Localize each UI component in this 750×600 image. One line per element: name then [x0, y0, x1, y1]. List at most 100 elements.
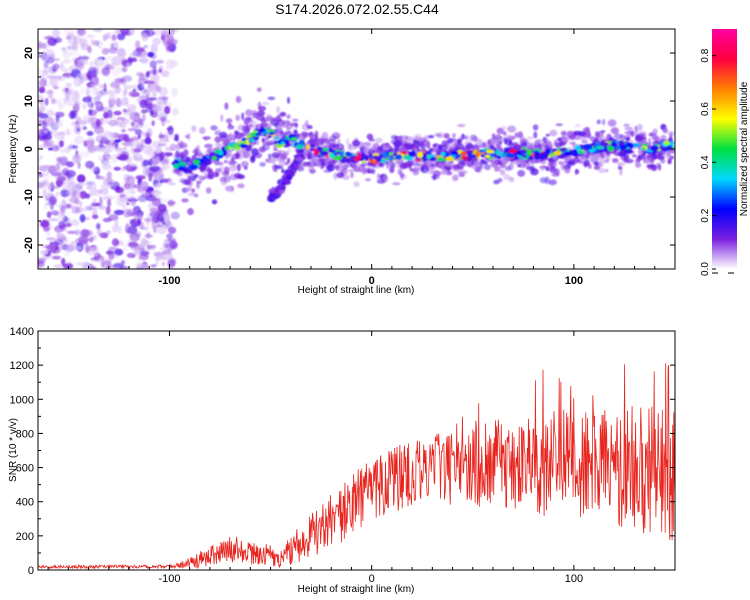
spectrogram-halo-blob — [389, 166, 395, 174]
spectrogram-halo-blob — [617, 166, 623, 170]
spectrogram-noise-blob — [137, 195, 148, 202]
spectrogram-halo-blob — [624, 126, 633, 131]
colorbar-tick-label: 0.0 — [700, 262, 711, 276]
spectrogram-xlabel: Height of straight line (km) — [298, 285, 415, 296]
spectrogram-halo-blob — [502, 160, 509, 165]
spectrogram-halo-blob — [574, 124, 581, 128]
spectrogram-halo-blob — [211, 199, 218, 205]
spectrogram-halo-blob — [569, 134, 576, 140]
spectrogram-noise-blob — [61, 182, 69, 191]
spectrogram-noise-blob — [86, 95, 91, 104]
spectrogram-halo-blob — [320, 161, 326, 167]
spectrogram-noise-blob — [69, 110, 75, 120]
spectrogram-noise-blob — [168, 177, 172, 182]
spectrogram-ridge-blob — [316, 146, 323, 151]
spectrogram-ridge-blob — [309, 144, 316, 148]
spectrogram-noise-blob — [40, 51, 48, 61]
spectrogram-halo-blob — [265, 114, 273, 122]
spectrogram-noise-blob — [48, 196, 55, 206]
spectrogram-noise-blob — [147, 84, 152, 88]
spectrogram-ridge-blob — [425, 151, 431, 155]
spectrogram-noise-blob — [42, 68, 49, 76]
spectrogram-ridge-blob — [388, 152, 394, 156]
spectrogram-halo-blob — [278, 126, 283, 130]
spectrogram-noise-blob — [100, 157, 106, 163]
spectrogram-halo-blob — [452, 174, 459, 182]
spectrogram-halo-blob — [352, 140, 361, 147]
spectrogram-ridge-blob — [572, 149, 578, 154]
spectrogram-noise-blob — [40, 250, 49, 255]
colorbar-tick-label: 0.6 — [700, 102, 711, 116]
spectrogram-noise-blob — [152, 37, 161, 46]
spectrogram-halo-blob — [238, 154, 243, 160]
spectrogram-noise-blob — [111, 238, 119, 247]
spectrogram-noise-blob — [160, 151, 170, 161]
spectrogram-halo-blob — [220, 178, 228, 186]
spectrogram-halo-blob — [278, 159, 286, 167]
spectrogram-halo-blob — [427, 135, 435, 139]
spectrogram-ridge-blob — [460, 156, 468, 160]
spectrogram-ridge-blob — [600, 142, 609, 147]
spectrogram-halo-blob — [399, 172, 405, 178]
spectrogram-halo-blob — [308, 164, 315, 173]
spectrogram-halo-blob — [625, 136, 631, 142]
spectrogram-halo-blob — [286, 157, 291, 164]
spectrogram-noise-blob — [66, 203, 71, 208]
spectrogram-noise-blob — [77, 182, 87, 187]
spectrogram-halo-blob — [186, 186, 192, 192]
spectrogram-halo-blob — [174, 135, 179, 142]
snr-series-line — [38, 363, 675, 570]
spectrogram-noise-blob — [39, 155, 43, 160]
spectrogram-noise-blob — [90, 103, 94, 109]
spectrogram-noise-blob — [168, 226, 177, 234]
spectrogram-noise-blob — [44, 194, 49, 200]
spectrogram-halo-blob — [619, 168, 623, 176]
spectrogram-marks — [38, 29, 675, 269]
spectrogram-noise-blob — [69, 193, 79, 203]
spectrogram-noise-blob — [38, 129, 44, 134]
spectrogram-noise-blob — [93, 58, 99, 66]
spectrogram-noise-blob — [46, 109, 55, 116]
spectrogram-halo-blob — [667, 158, 672, 165]
spectrogram-halo-blob — [365, 178, 371, 182]
spectrogram-noise-blob — [110, 100, 116, 105]
spectrogram-noise-blob — [60, 61, 65, 72]
spectrogram-noise-blob — [168, 182, 177, 186]
spectrogram-ridge-blob — [193, 159, 201, 164]
spectrogram-noise-blob — [166, 233, 173, 239]
spectrogram-noise-blob — [115, 98, 122, 108]
spectrogram-noise-blob — [120, 102, 125, 106]
spectrogram-noise-blob — [38, 156, 41, 166]
spectrogram-ridge-blob — [584, 144, 593, 150]
colorbar: 0.0 0.2 0.4 0.6 0.8 Normalized spectral ampl… — [700, 29, 750, 276]
spectrogram-halo-blob — [638, 148, 641, 155]
spectrogram-noise-blob — [119, 29, 130, 35]
spectrogram-noise-blob — [135, 175, 146, 180]
spectrogram-noise-blob — [80, 56, 90, 60]
spectrogram-halo-blob — [409, 168, 414, 172]
spectrogram-noise-blob — [109, 135, 115, 144]
spectrogram-noise-blob — [124, 183, 131, 190]
spectrogram-halo-blob — [441, 169, 449, 175]
spectrogram-noise-blob — [143, 45, 148, 49]
spectrogram-ridge-blob — [408, 151, 416, 158]
spectrogram-halo-blob — [389, 161, 395, 169]
spectrogram-noise-blob — [117, 33, 126, 41]
spectrogram-noise-blob — [151, 120, 155, 127]
spectrogram-halo-blob — [544, 176, 550, 185]
spectrogram-noise-blob — [131, 119, 140, 129]
spectrogram-halo-blob — [660, 158, 666, 164]
spectrogram-noise-blob — [166, 45, 171, 53]
spectrogram-ridge-blob — [319, 151, 329, 156]
spectrogram-noise-blob — [102, 195, 114, 201]
spectrogram-halo-blob — [234, 172, 242, 179]
spectrogram-halo-blob — [225, 185, 234, 192]
spectrogram-noise-blob — [71, 189, 80, 193]
spectrogram-noise-blob — [51, 255, 62, 260]
spectrogram-noise-blob — [50, 130, 60, 137]
spectrogram-halo-blob — [237, 183, 245, 189]
spectrogram-halo-blob — [464, 135, 469, 140]
